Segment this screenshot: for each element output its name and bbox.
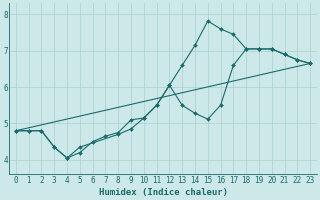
X-axis label: Humidex (Indice chaleur): Humidex (Indice chaleur) [99, 188, 228, 197]
